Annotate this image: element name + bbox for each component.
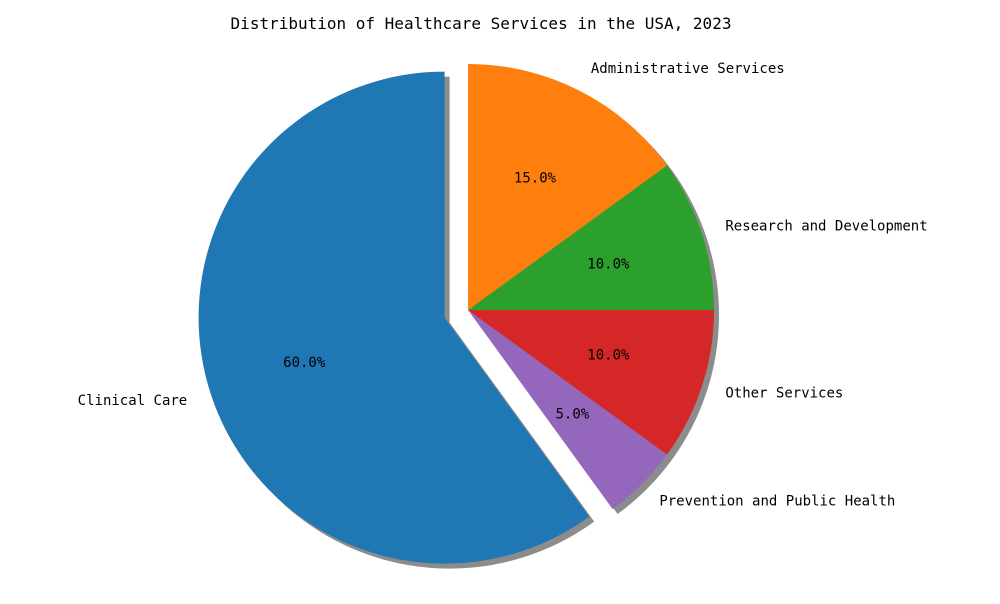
category-label-prevention-and-public-health: Prevention and Public Health [659,493,895,509]
category-label-other-services: Other Services [725,386,843,402]
slice-administrative-services [468,64,668,310]
slice-prevention-and-public-health [468,310,668,510]
slice-other-services [468,310,714,455]
pct-label-clinical-care: 60.0% [283,355,326,371]
category-label-administrative-services: Administrative Services [591,61,785,77]
slices [198,64,714,564]
pct-label-other-services: 10.0% [587,348,630,364]
pct-label-administrative-services: 15.0% [514,170,557,186]
category-label-clinical-care: Clinical Care [78,393,188,409]
pct-label-prevention-and-public-health: 5.0% [556,406,590,422]
pct-label-research-and-development: 10.0% [587,256,630,272]
slice-labels: 60.0% Clinical Care 5.0% Prevention and Pub… [78,61,928,509]
slice-research-and-development [468,165,714,310]
slice-clinical-care [198,71,590,564]
category-label-research-and-development: Research and Development [725,218,927,234]
chart-title: Distribution of Healthcare Services in t… [230,14,732,33]
